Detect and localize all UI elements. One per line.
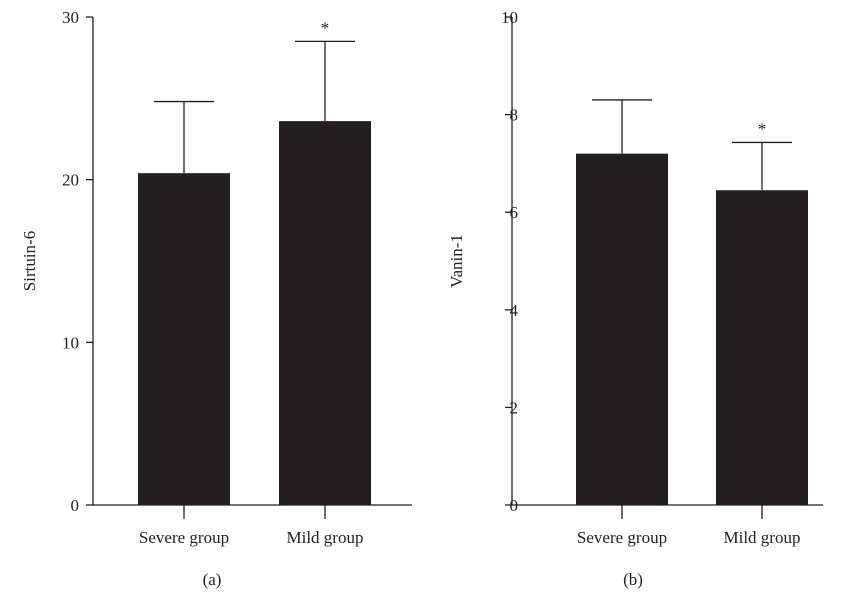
panel-b: 0 2 4 6 8 10 Severe group * Mild group Vanin-1 (b) [447, 8, 823, 589]
y-tick-label: 30 [62, 8, 79, 27]
y-tick-label: 4 [510, 301, 519, 320]
bar [138, 173, 230, 505]
y-tick-label: 8 [510, 106, 519, 125]
y-tick-label: 10 [62, 333, 79, 352]
panel-a: 0 10 20 30 Severe group * Mild group Sirtuin-6 (… [20, 8, 412, 589]
y-tick-label: 10 [501, 8, 518, 27]
bar [576, 153, 668, 505]
panel-label: (a) [203, 570, 222, 589]
y-tick-label: 0 [71, 496, 80, 515]
bar [716, 190, 808, 506]
x-tick-label: Mild group [724, 528, 801, 547]
y-axis-title: Vanin-1 [447, 234, 466, 288]
y-tick-label: 6 [510, 203, 519, 222]
significance-marker: * [758, 119, 767, 138]
bar [279, 121, 371, 506]
y-tick-label: 20 [62, 171, 79, 190]
x-tick-label: Severe group [577, 528, 667, 547]
x-tick-label: Mild group [287, 528, 364, 547]
x-tick-label: Severe group [139, 528, 229, 547]
significance-marker: * [321, 18, 330, 37]
panel-label: (b) [623, 570, 643, 589]
y-tick-label: 2 [510, 398, 519, 417]
y-tick-label: 0 [510, 496, 519, 515]
y-axis-title: Sirtuin-6 [20, 231, 39, 291]
